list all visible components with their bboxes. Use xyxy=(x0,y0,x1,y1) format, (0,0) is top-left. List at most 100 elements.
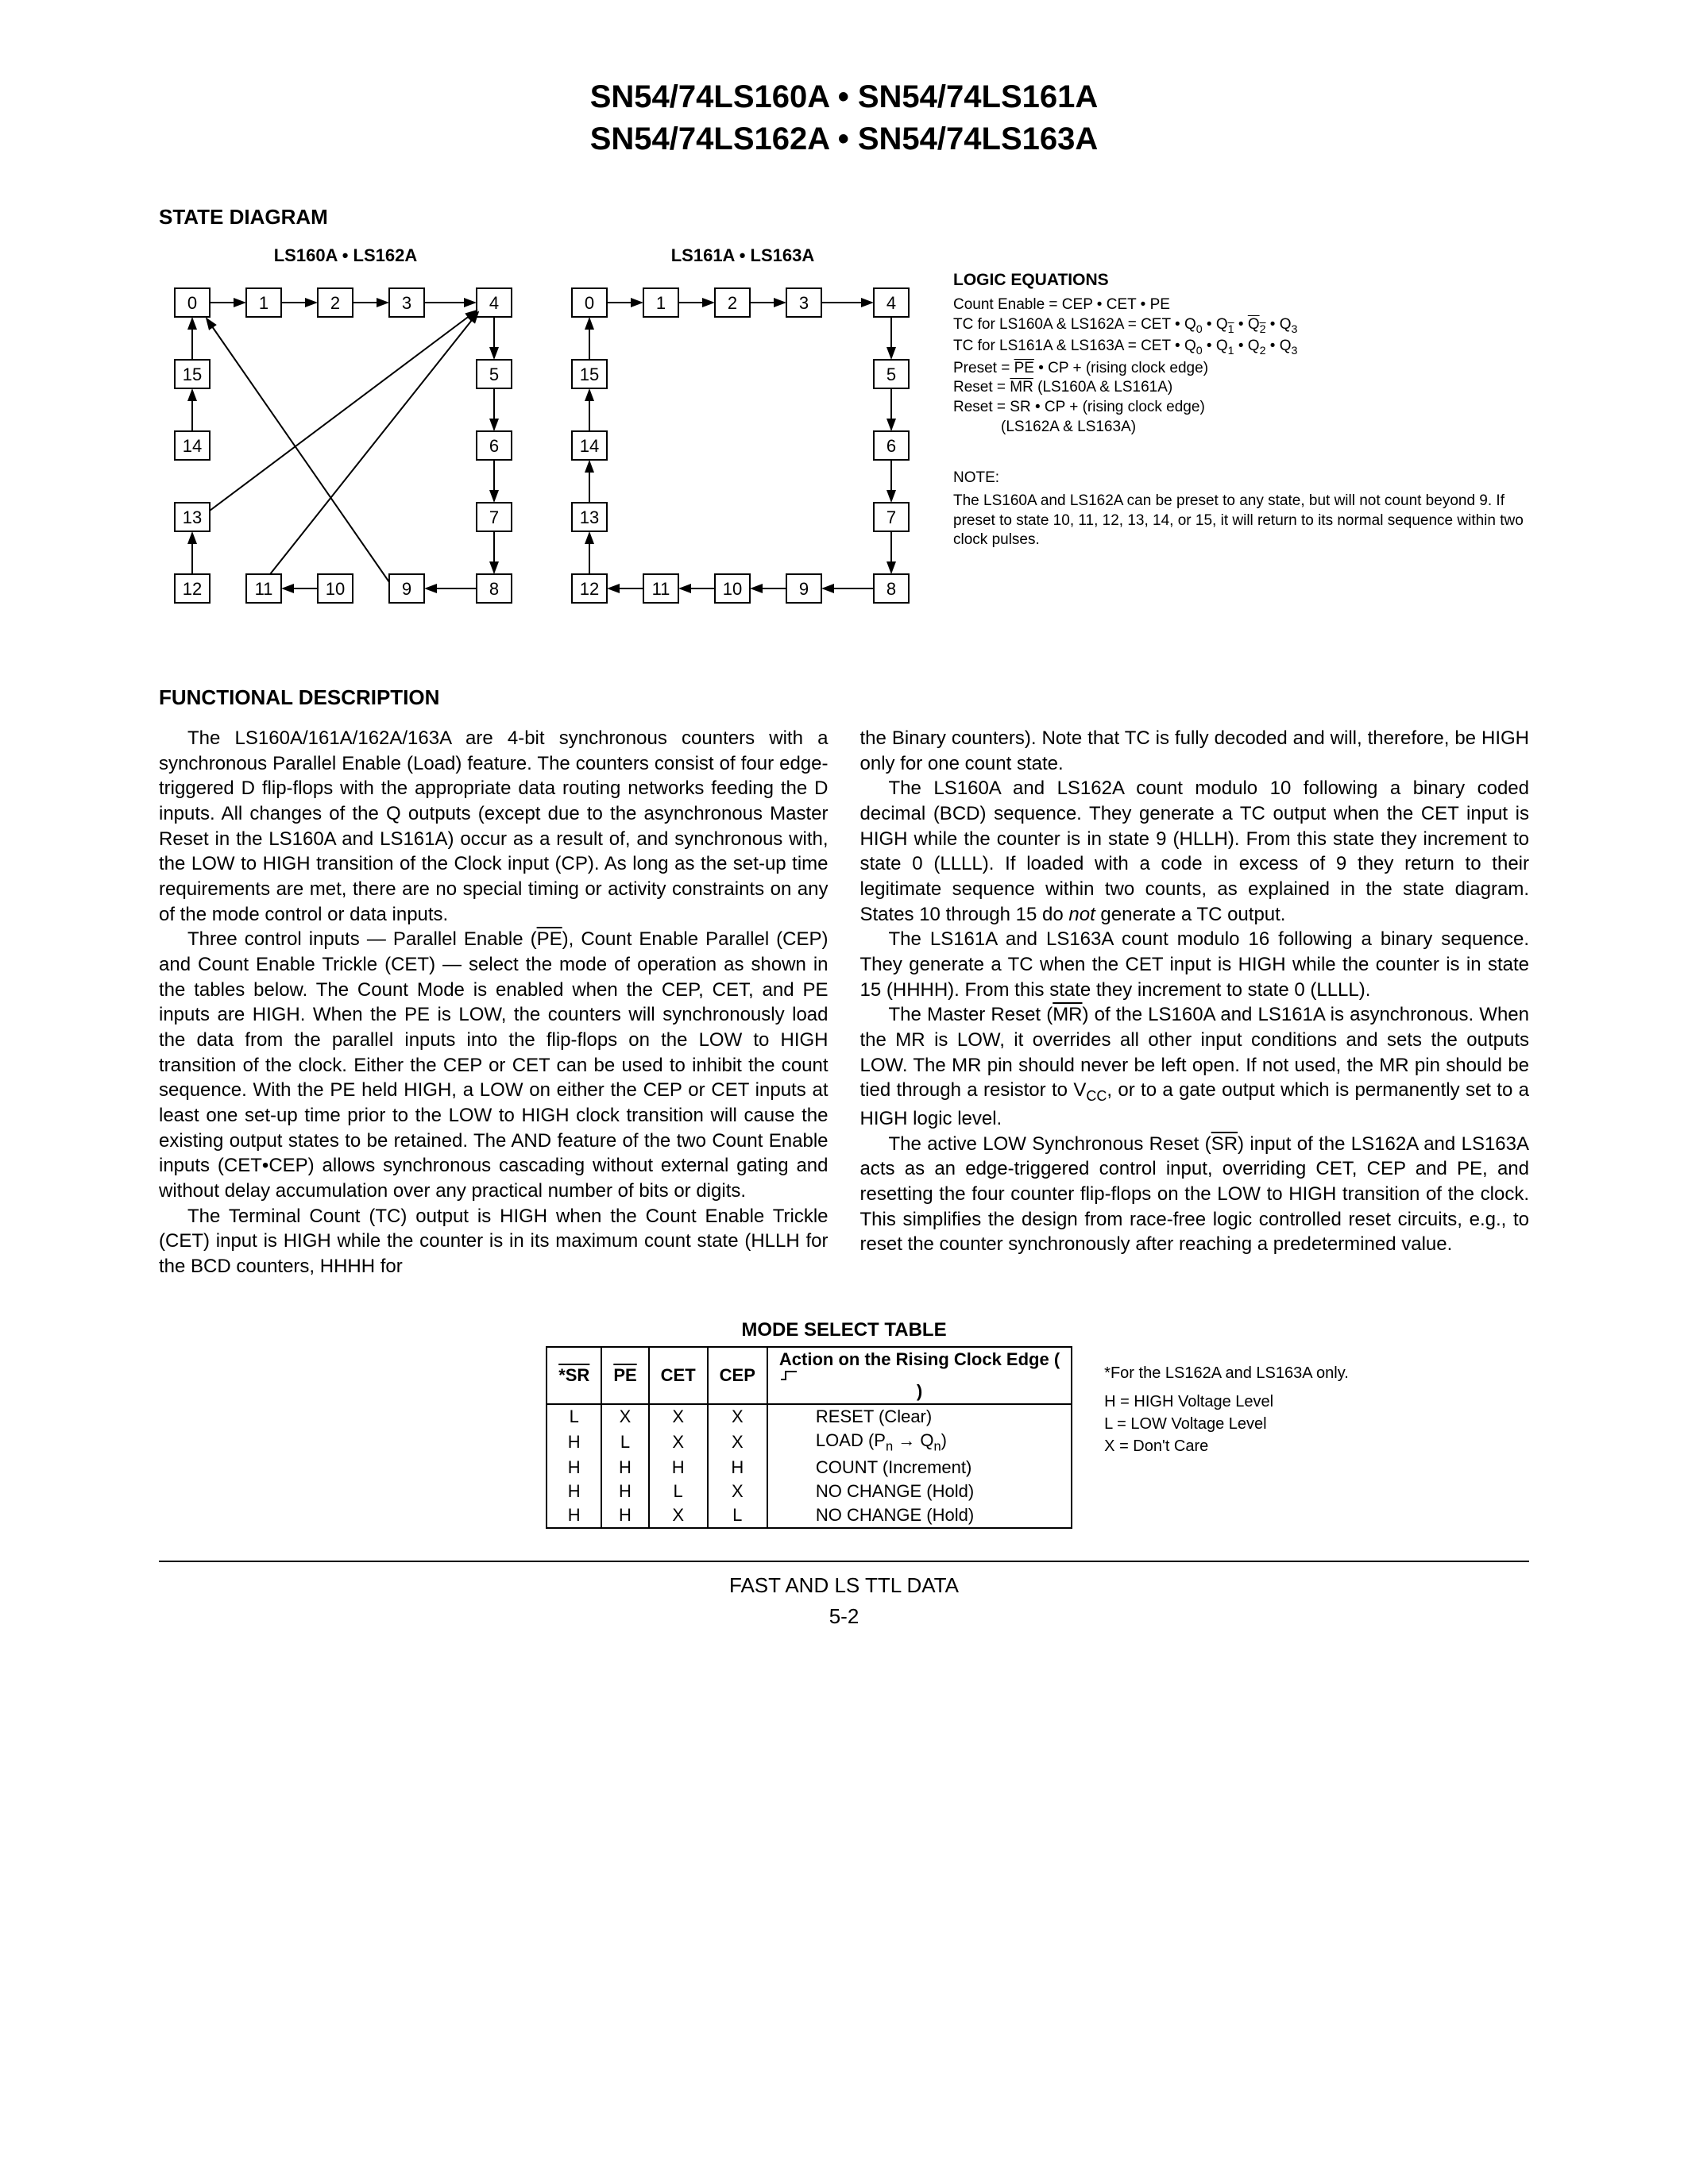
svg-text:3: 3 xyxy=(402,293,411,313)
state-10: 10 xyxy=(318,574,353,603)
page-number: 5-2 xyxy=(159,1604,1529,1629)
table-header-row: *SR PE CET CEP Action on the Rising Cloc… xyxy=(547,1347,1072,1404)
svg-text:9: 9 xyxy=(402,579,411,599)
th-action: Action on the Rising Clock Edge () xyxy=(767,1347,1072,1404)
para-r5: The active LOW Synchronous Reset (SR) in… xyxy=(860,1132,1530,1257)
th-cep: CEP xyxy=(708,1347,767,1404)
para-r4: The Master Reset (MR) of the LS160A and … xyxy=(860,1002,1530,1131)
state-diagram-heading: STATE DIAGRAM xyxy=(159,205,1529,230)
note-heading: NOTE: xyxy=(953,469,1529,488)
table-row: HHHHCOUNT (Increment) xyxy=(547,1456,1072,1480)
logic-note: NOTE: The LS160A and LS162A can be prese… xyxy=(953,469,1529,550)
th-pe: PE xyxy=(601,1347,648,1404)
state-0: 0 xyxy=(175,288,210,317)
para-r1: the Binary counters). Note that TC is fu… xyxy=(860,726,1530,776)
para-l1: The LS160A/161A/162A/163A are 4-bit sync… xyxy=(159,726,829,927)
para-r3: The LS161A and LS163A count modulo 16 fo… xyxy=(860,927,1530,1002)
svg-text:4: 4 xyxy=(489,293,499,313)
svg-text:5: 5 xyxy=(489,365,499,384)
svg-text:13: 13 xyxy=(580,507,599,527)
state-12: 12 xyxy=(175,574,210,603)
logic-equations: LOGIC EQUATIONS Count Enable = CEP • CET… xyxy=(953,245,1529,550)
state-4: 4 xyxy=(477,288,512,317)
svg-text:12: 12 xyxy=(580,579,599,599)
svg-text:15: 15 xyxy=(183,365,202,384)
th-sr: *SR xyxy=(547,1347,601,1404)
diagram-ls161a-ls163a: LS161A • LS163A 0 1 2 3 4 5 6 7 8 9 10 1… xyxy=(556,245,929,638)
state-3: 3 xyxy=(389,288,424,317)
state-6: 6 xyxy=(477,431,512,460)
svg-text:11: 11 xyxy=(255,579,273,599)
footer-text: FAST AND LS TTL DATA xyxy=(159,1573,1529,1598)
svg-text:6: 6 xyxy=(489,436,499,456)
svg-text:11: 11 xyxy=(652,579,670,599)
state-1: 1 xyxy=(246,288,281,317)
logic-line-5: Reset = MR (LS160A & LS161A) xyxy=(953,378,1529,398)
footer-rule xyxy=(159,1561,1529,1562)
state-7: 7 xyxy=(477,503,512,531)
svg-text:0: 0 xyxy=(585,293,594,313)
note-x: X = Don't Care xyxy=(1104,1435,1349,1457)
left-column: The LS160A/161A/162A/163A are 4-bit sync… xyxy=(159,726,829,1279)
table-row: HHLXNO CHANGE (Hold) xyxy=(547,1480,1072,1503)
svg-text:1: 1 xyxy=(259,293,268,313)
mode-select-table: *SR PE CET CEP Action on the Rising Cloc… xyxy=(546,1346,1072,1529)
svg-text:8: 8 xyxy=(489,579,499,599)
svg-text:8: 8 xyxy=(886,579,896,599)
svg-text:7: 7 xyxy=(489,507,499,527)
logic-line-3: TC for LS161A & LS163A = CET • Q0 • Q1 •… xyxy=(953,337,1529,358)
logic-heading: LOGIC EQUATIONS xyxy=(953,269,1529,291)
state-15: 15 xyxy=(175,360,210,388)
state-diagrams-row: LS160A • LS162A 0 1 2 3 4 5 6 7 8 9 10 1… xyxy=(159,245,1529,638)
functional-description-body: The LS160A/161A/162A/163A are 4-bit sync… xyxy=(159,726,1529,1279)
state-8: 8 xyxy=(477,574,512,603)
logic-line-4: Preset = PE • CP + (rising clock edge) xyxy=(953,359,1529,379)
note-star: *For the LS162A and LS163A only. xyxy=(1104,1362,1349,1384)
table-row: HHXLNO CHANGE (Hold) xyxy=(547,1503,1072,1528)
svg-text:14: 14 xyxy=(580,436,599,456)
state-11: 11 xyxy=(246,574,281,603)
logic-line-1: Count Enable = CEP • CET • PE xyxy=(953,295,1529,315)
diagram2-title: LS161A • LS163A xyxy=(556,245,929,266)
svg-text:13: 13 xyxy=(183,507,202,527)
logic-line-6b: (LS162A & LS163A) xyxy=(953,418,1529,438)
svg-text:4: 4 xyxy=(886,293,896,313)
diagram1-title: LS160A • LS162A xyxy=(159,245,532,266)
state-14: 14 xyxy=(175,431,210,460)
para-r2: The LS160A and LS162A count modulo 10 fo… xyxy=(860,776,1530,927)
th-cet: CET xyxy=(649,1347,708,1404)
svg-text:10: 10 xyxy=(326,579,345,599)
functional-description-heading: FUNCTIONAL DESCRIPTION xyxy=(159,685,1529,710)
table-row: LXXXRESET (Clear) xyxy=(547,1404,1072,1429)
svg-text:2: 2 xyxy=(330,293,340,313)
logic-line-2: TC for LS160A & LS162A = CET • Q0 • Q1 •… xyxy=(953,315,1529,337)
para-l3: The Terminal Count (TC) output is HIGH w… xyxy=(159,1204,829,1279)
svg-text:2: 2 xyxy=(728,293,737,313)
note-l: L = LOW Voltage Level xyxy=(1104,1413,1349,1435)
note-text: The LS160A and LS162A can be preset to a… xyxy=(953,492,1529,550)
note-h: H = HIGH Voltage Level xyxy=(1104,1391,1349,1413)
svg-text:1: 1 xyxy=(656,293,666,313)
svg-text:12: 12 xyxy=(183,579,202,599)
page-title-2: SN54/74LS162A • SN54/74LS163A xyxy=(159,122,1529,157)
state-5: 5 xyxy=(477,360,512,388)
svg-text:3: 3 xyxy=(799,293,809,313)
svg-text:15: 15 xyxy=(580,365,599,384)
right-column: the Binary counters). Note that TC is fu… xyxy=(860,726,1530,1279)
state-2: 2 xyxy=(318,288,353,317)
svg-text:9: 9 xyxy=(799,579,809,599)
svg-text:14: 14 xyxy=(183,436,202,456)
mode-table-heading: MODE SELECT TABLE xyxy=(159,1319,1529,1341)
svg-text:5: 5 xyxy=(886,365,896,384)
table-row: HLXXLOAD (Pn → Qn) xyxy=(547,1429,1072,1456)
svg-text:0: 0 xyxy=(187,293,197,313)
diagram-ls160a-ls162a: LS160A • LS162A 0 1 2 3 4 5 6 7 8 9 10 1… xyxy=(159,245,532,638)
state-13: 13 xyxy=(175,503,210,531)
mode-table-notes: *For the LS162A and LS163A only. H = HIG… xyxy=(1104,1346,1349,1457)
svg-text:10: 10 xyxy=(723,579,742,599)
page-title-1: SN54/74LS160A • SN54/74LS161A xyxy=(159,79,1529,115)
svg-text:7: 7 xyxy=(886,507,896,527)
logic-line-6a: Reset = SR • CP + (rising clock edge) xyxy=(953,398,1529,418)
para-l2: Three control inputs — Parallel Enable (… xyxy=(159,927,829,1203)
svg-text:6: 6 xyxy=(886,436,896,456)
